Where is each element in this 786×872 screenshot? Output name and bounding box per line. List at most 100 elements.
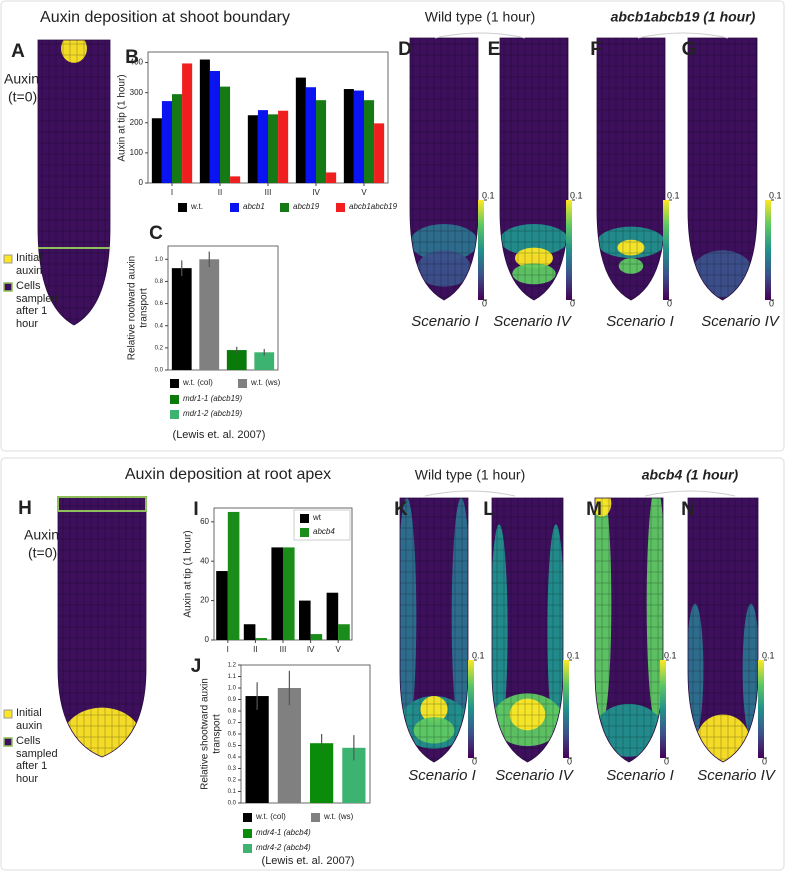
bar xyxy=(243,624,256,640)
bar xyxy=(182,63,193,183)
panel-letter: G xyxy=(682,39,697,60)
legend-label: mdr4-1 (abcb4) xyxy=(256,828,311,837)
root xyxy=(688,498,758,762)
x-tick-label: III xyxy=(280,645,287,654)
group-brace xyxy=(637,32,729,39)
panel-letter: F xyxy=(590,39,602,60)
bar xyxy=(299,600,311,640)
bar xyxy=(161,101,172,183)
bar xyxy=(316,100,327,183)
panel-letter: M xyxy=(586,499,602,520)
y-tick-label: 0.0 xyxy=(228,801,237,807)
y-tick-label: 0.6 xyxy=(228,732,237,738)
scenario-label: Scenario I xyxy=(606,767,674,784)
legend-swatch xyxy=(3,282,13,292)
panel-letter: C xyxy=(149,223,163,244)
panel-letter: D xyxy=(398,39,412,60)
cell-grid xyxy=(688,498,758,762)
group-header: abcb4 (1 hour) xyxy=(642,467,739,483)
group-brace xyxy=(434,32,526,39)
root xyxy=(410,38,478,300)
y-tick-label: 0.0 xyxy=(155,368,164,374)
bar xyxy=(278,110,289,183)
panel-letter: B xyxy=(125,47,139,68)
legend-swatch xyxy=(280,203,289,212)
cell-grid xyxy=(597,38,665,300)
legend-swatch xyxy=(238,379,247,388)
root xyxy=(688,38,757,300)
colorbar-tick-label: 0 xyxy=(762,756,767,766)
root-outline xyxy=(37,39,111,326)
x-tick-label: III xyxy=(265,188,272,197)
panel-letter: H xyxy=(18,498,32,519)
bar xyxy=(226,350,247,370)
root-outline xyxy=(687,497,759,763)
panel-frame xyxy=(0,457,785,871)
y-tick-label: 0.4 xyxy=(155,323,164,329)
legend-swatch xyxy=(3,737,13,747)
y-axis-label: Auxin at tip (1 hour) xyxy=(116,73,128,162)
colorbar-tick-label: 0 xyxy=(570,298,575,308)
bar xyxy=(374,123,385,183)
y-tick-label: 1.1 xyxy=(228,674,237,680)
root-outline xyxy=(687,37,758,301)
y-tick-label: 400 xyxy=(130,58,144,67)
y-tick-label: 60 xyxy=(200,517,209,526)
legend-label: Initial auxin xyxy=(16,707,43,732)
bar xyxy=(255,638,267,640)
y-tick-label: 100 xyxy=(130,148,144,157)
colorbar xyxy=(660,660,666,758)
cell-grid xyxy=(410,38,478,300)
root xyxy=(58,497,146,757)
legend-label: w.t. (col) xyxy=(182,378,213,387)
y-tick-label: 0 xyxy=(205,635,210,644)
y-tick-label: 0 xyxy=(139,178,144,187)
bar xyxy=(247,115,258,183)
x-tick-label: IV xyxy=(312,188,320,197)
panel-letter: L xyxy=(483,499,495,520)
auxin-time: (t=0) xyxy=(8,89,37,105)
root-outline xyxy=(491,497,564,763)
bar xyxy=(326,172,337,183)
colorbar-tick-label: 0.1 xyxy=(664,650,677,660)
legend-swatch xyxy=(300,528,309,537)
bar xyxy=(271,547,283,640)
colorbar xyxy=(563,660,569,758)
scenario-label: Scenario IV xyxy=(493,313,573,330)
x-tick-label: V xyxy=(361,188,367,197)
bar xyxy=(230,176,241,183)
y-tick-label: 1.0 xyxy=(155,257,164,263)
legend-swatch xyxy=(170,410,179,419)
panel-title: Auxin deposition at root apex xyxy=(125,466,331,483)
bar xyxy=(172,94,183,183)
bar xyxy=(342,747,366,803)
bar xyxy=(343,89,354,183)
bar xyxy=(326,592,339,640)
legend-swatch xyxy=(243,844,252,853)
panel-letter: E xyxy=(488,39,501,60)
legend-swatch xyxy=(336,203,345,212)
legend-swatch xyxy=(170,379,179,388)
root xyxy=(400,498,468,762)
legend-label: mdr4-2 (abcb4) xyxy=(256,843,311,852)
bar xyxy=(199,259,220,370)
colorbar-tick-label: 0.1 xyxy=(482,190,495,200)
bar xyxy=(171,268,192,370)
panel-frame xyxy=(0,0,785,452)
bar xyxy=(257,110,268,183)
y-tick-label: 1.0 xyxy=(228,686,237,692)
plot-frame xyxy=(167,245,279,371)
group-brace xyxy=(424,490,516,497)
bar xyxy=(245,696,269,803)
colorbar xyxy=(566,200,572,300)
bar xyxy=(151,118,162,183)
group-header: abcb1abcb19 (1 hour) xyxy=(611,9,756,25)
legend-label: abcb19 xyxy=(293,202,320,211)
root xyxy=(597,38,665,300)
legend-swatch xyxy=(243,813,252,822)
root-outline xyxy=(399,497,469,763)
bar xyxy=(310,743,334,803)
cell-grid xyxy=(500,38,568,300)
legend-label: mdr1-2 (abcb19) xyxy=(183,409,242,418)
